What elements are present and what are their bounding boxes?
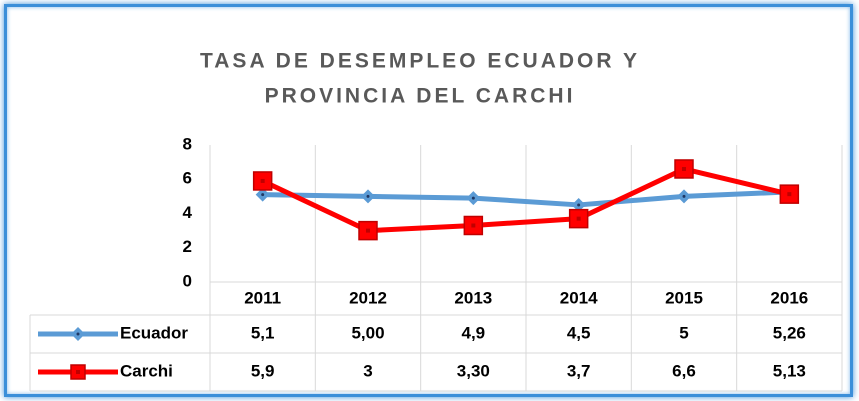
data-label: 5,00: [351, 323, 384, 342]
y-tick-label: 2: [183, 237, 192, 256]
data-label: 5,9: [251, 361, 275, 380]
data-label: 3,30: [457, 361, 490, 380]
x-tick-label: 2014: [560, 288, 598, 307]
chart-frame: [4, 4, 853, 397]
y-tick-label: 4: [183, 203, 193, 222]
chart-title: PROVINCIA DEL CARCHI: [265, 85, 576, 108]
x-tick-label: 2015: [665, 288, 703, 307]
marker-dot: [471, 196, 475, 200]
legend-label: Ecuador: [120, 323, 188, 342]
data-label: 3: [363, 361, 372, 380]
data-label: 3,7: [567, 361, 591, 380]
y-tick-label: 8: [183, 134, 192, 153]
marker-dot: [366, 228, 370, 233]
chart-title: TASA DE DESEMPLEO ECUADOR Y: [200, 50, 640, 73]
marker-dot: [260, 178, 265, 183]
x-tick-label: 2016: [770, 288, 808, 307]
marker-dot: [787, 192, 792, 197]
data-label: 5,13: [773, 361, 806, 380]
data-label: 4,5: [567, 323, 591, 342]
marker-dot: [682, 194, 686, 198]
marker-dot: [576, 216, 581, 221]
data-label: 5: [679, 323, 688, 342]
x-tick-label: 2013: [454, 288, 492, 307]
y-tick-label: 0: [183, 271, 192, 290]
marker-dot: [471, 223, 476, 228]
data-label: 6,6: [672, 361, 696, 380]
data-label: 5,1: [251, 323, 275, 342]
x-tick-label: 2011: [244, 288, 281, 307]
marker-dot: [366, 194, 370, 198]
marker-dot: [76, 332, 80, 336]
marker-dot: [577, 203, 581, 207]
y-tick-label: 6: [183, 169, 192, 188]
marker-dot: [682, 166, 686, 171]
marker-dot: [76, 370, 80, 374]
marker-dot: [261, 193, 265, 197]
data-label: 5,26: [773, 323, 806, 342]
data-label: 4,9: [462, 323, 486, 342]
legend-label: Carchi: [120, 361, 173, 380]
series-line: [262, 189, 790, 208]
x-tick-label: 2012: [349, 288, 387, 307]
series-line: [261, 166, 790, 234]
